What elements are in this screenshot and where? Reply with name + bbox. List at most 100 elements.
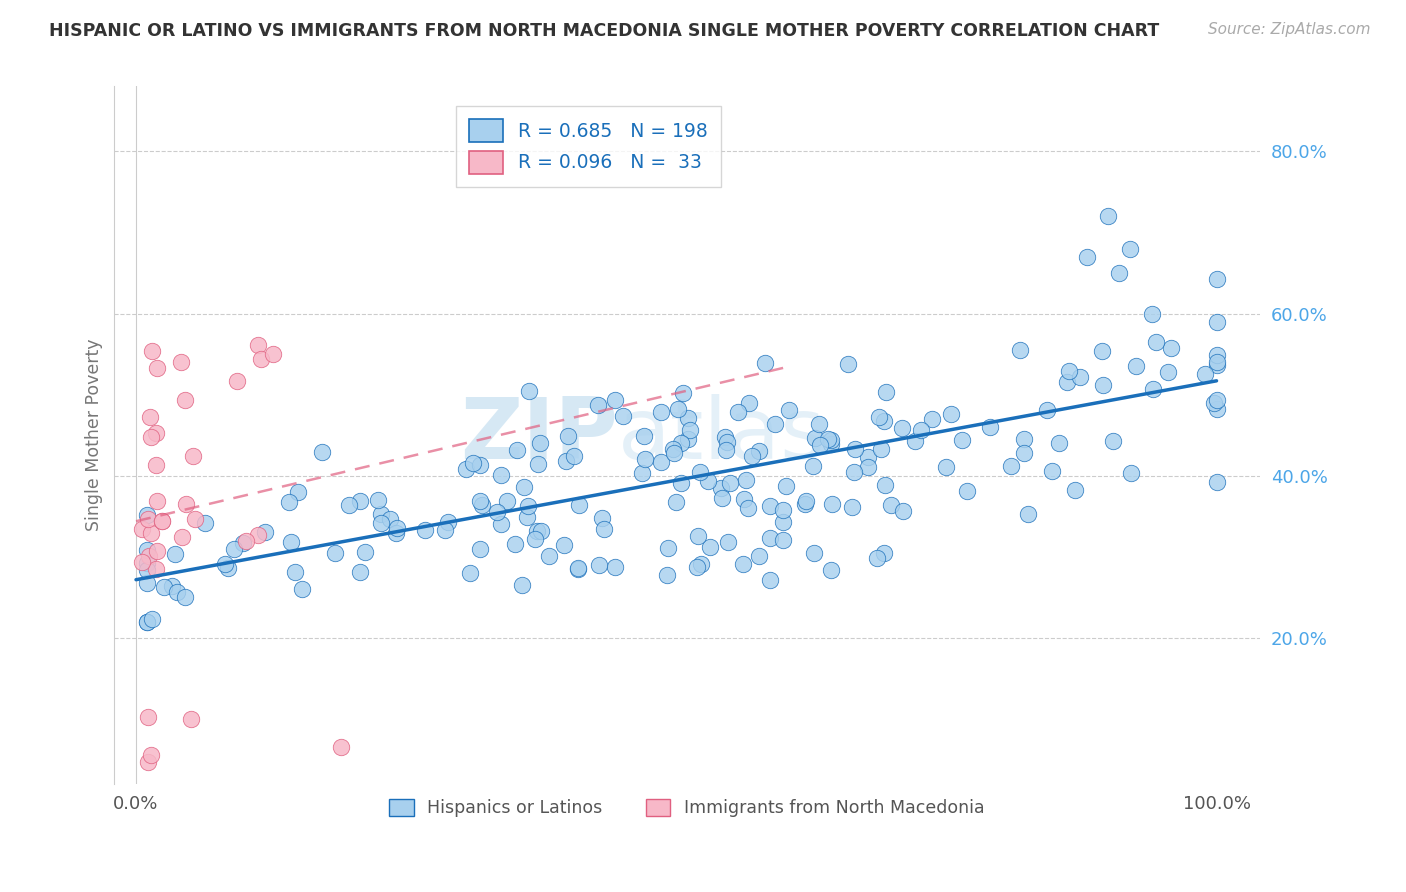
Point xyxy=(141,612,163,626)
Point xyxy=(1091,377,1114,392)
Point xyxy=(538,549,561,563)
Point xyxy=(910,423,932,437)
Point xyxy=(820,433,842,447)
Point xyxy=(1160,341,1182,355)
Point xyxy=(731,558,754,572)
Point xyxy=(1205,393,1227,408)
Point xyxy=(875,478,897,492)
Point xyxy=(666,402,689,417)
Point xyxy=(1040,464,1063,478)
Point xyxy=(588,558,610,572)
Point xyxy=(512,480,534,494)
Point xyxy=(131,522,153,536)
Point xyxy=(139,747,162,762)
Point xyxy=(1205,355,1227,369)
Point xyxy=(529,436,551,450)
Point xyxy=(868,410,890,425)
Point xyxy=(145,425,167,440)
Point xyxy=(489,516,512,531)
Point xyxy=(527,457,550,471)
Point xyxy=(553,538,575,552)
Point xyxy=(842,465,865,479)
Point xyxy=(568,498,591,512)
Point xyxy=(759,499,782,513)
Point xyxy=(710,481,733,495)
Point xyxy=(650,455,672,469)
Point xyxy=(138,549,160,563)
Point xyxy=(458,566,481,580)
Point xyxy=(524,533,547,547)
Point xyxy=(529,524,551,538)
Point xyxy=(1102,434,1125,448)
Point xyxy=(160,579,183,593)
Point xyxy=(758,573,780,587)
Point xyxy=(180,712,202,726)
Point xyxy=(593,522,616,536)
Point xyxy=(1202,396,1225,410)
Point xyxy=(759,531,782,545)
Point xyxy=(603,393,626,408)
Point xyxy=(956,483,979,498)
Point xyxy=(1014,432,1036,446)
Point xyxy=(1205,402,1227,417)
Point xyxy=(413,523,436,537)
Point xyxy=(249,352,271,367)
Point xyxy=(633,429,655,443)
Point xyxy=(1194,368,1216,382)
Point xyxy=(772,533,794,547)
Point xyxy=(678,432,700,446)
Point xyxy=(1047,436,1070,450)
Point xyxy=(280,535,302,549)
Point xyxy=(763,417,786,431)
Point xyxy=(141,344,163,359)
Legend: Hispanics or Latinos, Immigrants from North Macedonia: Hispanics or Latinos, Immigrants from No… xyxy=(382,791,991,824)
Point xyxy=(1157,365,1180,379)
Point xyxy=(380,512,402,526)
Point xyxy=(557,429,579,443)
Point xyxy=(232,536,254,550)
Point xyxy=(686,529,709,543)
Point xyxy=(603,559,626,574)
Point xyxy=(506,443,529,458)
Point xyxy=(737,500,759,515)
Point xyxy=(904,434,927,448)
Point xyxy=(517,384,540,398)
Point xyxy=(370,516,392,531)
Point xyxy=(183,449,205,463)
Point xyxy=(1097,209,1119,223)
Point xyxy=(136,755,159,769)
Point xyxy=(650,405,672,419)
Point xyxy=(837,357,859,371)
Text: ZIP: ZIP xyxy=(461,393,619,476)
Point xyxy=(166,585,188,599)
Text: HISPANIC OR LATINO VS IMMIGRANTS FROM NORTH MACEDONIA SINGLE MOTHER POVERTY CORR: HISPANIC OR LATINO VS IMMIGRANTS FROM NO… xyxy=(49,22,1160,40)
Point xyxy=(1012,445,1035,459)
Point xyxy=(141,526,163,541)
Point xyxy=(284,565,307,579)
Point xyxy=(152,580,174,594)
Point xyxy=(235,533,257,548)
Point xyxy=(470,458,492,472)
Point xyxy=(727,405,749,419)
Point xyxy=(875,384,897,399)
Point xyxy=(139,409,162,424)
Point xyxy=(1205,348,1227,362)
Point xyxy=(803,546,825,560)
Point xyxy=(821,498,844,512)
Point xyxy=(165,547,187,561)
Point xyxy=(631,466,654,480)
Point xyxy=(246,338,269,352)
Point xyxy=(1076,250,1098,264)
Point xyxy=(329,739,352,754)
Point xyxy=(136,710,159,724)
Point xyxy=(567,561,589,575)
Point xyxy=(808,438,831,452)
Point xyxy=(385,526,408,541)
Point xyxy=(733,491,755,506)
Point xyxy=(434,523,457,537)
Point xyxy=(146,361,169,376)
Point xyxy=(662,442,685,456)
Point xyxy=(145,562,167,576)
Point xyxy=(794,494,817,508)
Point xyxy=(254,524,277,539)
